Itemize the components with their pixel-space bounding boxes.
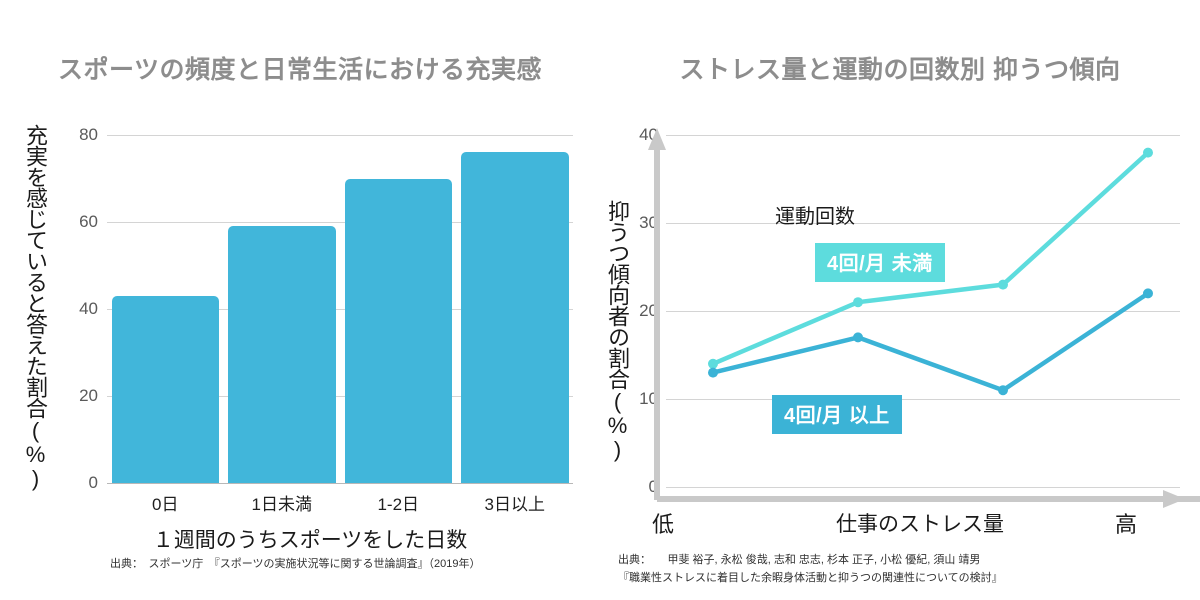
gridline-40 [107,309,573,310]
xtick-3日以上: 3日以上 [484,495,545,514]
ytick-20: 20 [639,301,658,320]
y-axis-arrow-icon [648,128,666,500]
gridline-0 [666,487,1180,488]
legend-badge-under-4[interactable]: 4回/月 未満 [815,243,945,282]
xtick-0日: 0日 [152,495,179,514]
ytick-0: 0 [88,473,98,492]
gridline-20 [107,396,573,397]
ytick-40: 40 [79,299,98,318]
gridline-80 [107,135,573,136]
ytick-10: 10 [639,389,658,408]
left-chart-title: スポーツの頻度と日常生活における充実感 [57,56,542,84]
legend-badge-over-4[interactable]: 4回/月 以上 [772,395,902,434]
right-chart-title: ストレス量と運動の回数別 抑うつ傾向 [679,56,1121,84]
bar-1日未満[interactable] [228,226,336,483]
data-point-s1-1[interactable] [853,332,863,343]
ytick-0: 0 [648,477,658,496]
bar-chart-panel: スポーツの頻度と日常生活における充実感 充実を感じていると答えた割合(%) 80… [23,56,573,570]
x-axis-high-label: 高 [1115,512,1138,537]
ytick-30: 30 [639,213,658,232]
gridline-20 [666,311,1180,312]
x-axis-low-label: 低 [652,512,675,537]
data-point-s0-1[interactable] [853,297,863,308]
left-source-note: 出典： スポーツ庁 『スポーツの実施状況等に関する世論調査』（2019年） [110,558,481,570]
ytick-20: 20 [79,386,98,405]
line-chart-panel: ストレス量と運動の回数別 抑うつ傾向 抑うつ傾向者の割合(%) 40 30 20… [600,0,1200,600]
data-point-s1-2[interactable] [998,385,1008,396]
gridline-30 [666,223,1180,224]
line-chart-canvas [648,128,1200,508]
data-point-s0-3[interactable] [1143,147,1153,158]
data-point-s0-0[interactable] [708,358,718,369]
right-x-axis-title: 仕事のストレス量 [836,513,1004,536]
bar-3日以上[interactable] [461,152,569,483]
data-point-s1-0[interactable] [708,367,718,378]
gridline-40 [666,135,1180,136]
x-axis-arrow-icon [657,490,1200,508]
right-source-note-line1: 出典： 甲斐 裕子, 永松 俊哉, 志和 忠志, 杉本 正子, 小松 優紀, 須… [618,554,981,566]
data-point-s0-2[interactable] [998,279,1008,290]
xtick-1-2日: 1-2日 [377,495,420,514]
right-source-note-line2: 『職業性ストレスに着目した余暇身体活動と抑うつの関連性についての検討』 [618,572,1003,584]
xtick-1日未満: 1日未満 [251,495,312,514]
ytick-80: 80 [79,125,98,144]
gridline-10 [666,399,1180,400]
data-point-s1-3[interactable] [1143,288,1153,299]
ytick-60: 60 [79,212,98,231]
gridline-60 [107,222,573,223]
left-x-axis-title: １週間のうちスポーツをした日数 [152,529,468,552]
series-line-0 [710,150,1151,367]
baseline-0 [107,483,573,484]
left-y-axis-title: 充実を感じていると答えた割合(%) [23,124,48,490]
bar-0日[interactable] [111,295,219,483]
right-y-axis-title: 抑うつ傾向者の割合(%) [605,200,630,461]
bar-1-2日[interactable] [344,178,452,483]
series-line-1 [710,291,1151,393]
legend-title: 運動回数 [775,206,855,228]
